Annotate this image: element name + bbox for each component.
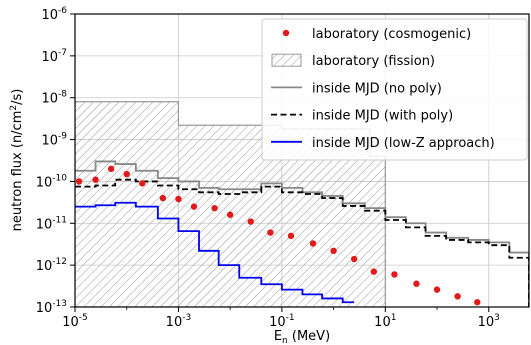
y-tick-label-5: 10-8 <box>41 90 67 107</box>
x-tick-label-1: 10-3 <box>166 313 192 330</box>
series-laboratory-cosmogenic <box>75 165 481 306</box>
x-tick-label-4: 103 <box>478 313 500 330</box>
data-point <box>433 286 441 293</box>
series-inside-mjd-with-poly <box>75 178 529 307</box>
data-point <box>123 170 130 178</box>
y-tick-label-6: 10-7 <box>41 48 67 65</box>
y-tick-base: 10 <box>36 175 53 190</box>
data-point <box>474 299 481 306</box>
series-inside-mjd-low-z-approach <box>75 201 355 304</box>
data-point <box>159 194 167 202</box>
y-tick-exp: -7 <box>58 48 67 58</box>
tick-marks <box>70 13 490 312</box>
data-point <box>226 211 234 218</box>
x-tick-exp: -5 <box>79 313 88 323</box>
x-tick-base: 10 <box>269 315 286 330</box>
y-tick-label-3: 10-10 <box>36 173 68 190</box>
x-tick-base: 10 <box>62 315 79 330</box>
x-tick-base: 10 <box>374 315 391 330</box>
x-tick-label-0: 10-5 <box>62 313 88 330</box>
legend-box <box>261 18 528 161</box>
y-tick-exp: -8 <box>58 90 67 100</box>
legend-marker-laboratory-cosmogenic <box>282 29 290 37</box>
data-point <box>107 165 115 173</box>
data-point <box>211 204 218 212</box>
legend-label-laboratory-cosmogenic: laboratory (cosmogenic) <box>312 27 471 42</box>
data-point <box>309 240 317 247</box>
legend: laboratory (cosmogenic) laboratory (fissi… <box>261 18 528 161</box>
y-axis-label: neutron flux (n/cm2/s) <box>9 89 25 232</box>
y-tick-label-0: 10-13 <box>36 299 67 316</box>
tick-labels: 10-5 10-3 10-1 101 10310-1310-1210-1110-1010… <box>36 6 500 330</box>
x-tick-label-3: 101 <box>374 313 396 330</box>
y-tick-exp: -9 <box>58 132 67 142</box>
y-tick-base: 10 <box>36 301 53 316</box>
data-point <box>175 195 182 203</box>
x-tick-base: 10 <box>166 315 183 330</box>
y-tick-base: 10 <box>41 8 58 23</box>
data-point <box>330 247 337 255</box>
y-tick-label-7: 10-6 <box>41 6 67 23</box>
data-point <box>75 178 83 185</box>
data-point <box>247 218 254 225</box>
y-tick-exp: -6 <box>58 6 67 16</box>
y-tick-label-1: 10-12 <box>36 257 67 274</box>
data-point <box>139 180 146 187</box>
x-tick-exp: 1 <box>391 313 397 323</box>
legend-label-inside-mjd-low-z-approach: inside MJD (low-Z approach) <box>312 136 495 151</box>
x-tick-exp: -3 <box>182 313 191 323</box>
legend-label-laboratory-fission: laboratory (fission) <box>312 54 435 69</box>
data-point <box>391 271 398 278</box>
y-tick-exp: -11 <box>52 215 67 225</box>
x-tick-label-2: 10-1 <box>269 313 295 330</box>
y-tick-base: 10 <box>41 134 58 149</box>
y-tick-exp: -13 <box>52 299 67 309</box>
y-tick-label-4: 10-9 <box>41 132 67 149</box>
y-tick-exp: -12 <box>52 257 67 267</box>
x-axis-label: En (MeV) <box>274 329 330 345</box>
data-point <box>454 293 461 300</box>
x-tick-exp: -1 <box>286 313 295 323</box>
plot-frame <box>74 13 530 308</box>
data-point <box>92 176 99 183</box>
y-tick-base: 10 <box>36 259 53 274</box>
y-tick-base: 10 <box>41 50 58 65</box>
legend-label-inside-mjd-no-poly: inside MJD (no poly) <box>312 81 442 96</box>
x-tick-exp: 3 <box>494 313 500 323</box>
y-tick-base: 10 <box>41 92 58 107</box>
data-point <box>413 280 420 287</box>
legend-label-inside-mjd-with-poly: inside MJD (with poly) <box>312 109 453 124</box>
series-inside-mjd-no-poly <box>75 160 529 307</box>
y-tick-exp: -10 <box>52 173 67 183</box>
data-point <box>370 268 378 275</box>
x-tick-base: 10 <box>478 315 495 330</box>
legend-marker-laboratory-fission <box>271 53 302 67</box>
data-point <box>350 255 358 263</box>
data-point <box>267 229 274 236</box>
y-tick-label-2: 10-11 <box>36 215 67 232</box>
data-point <box>190 203 198 210</box>
data-point <box>287 232 295 240</box>
y-tick-base: 10 <box>36 217 53 232</box>
